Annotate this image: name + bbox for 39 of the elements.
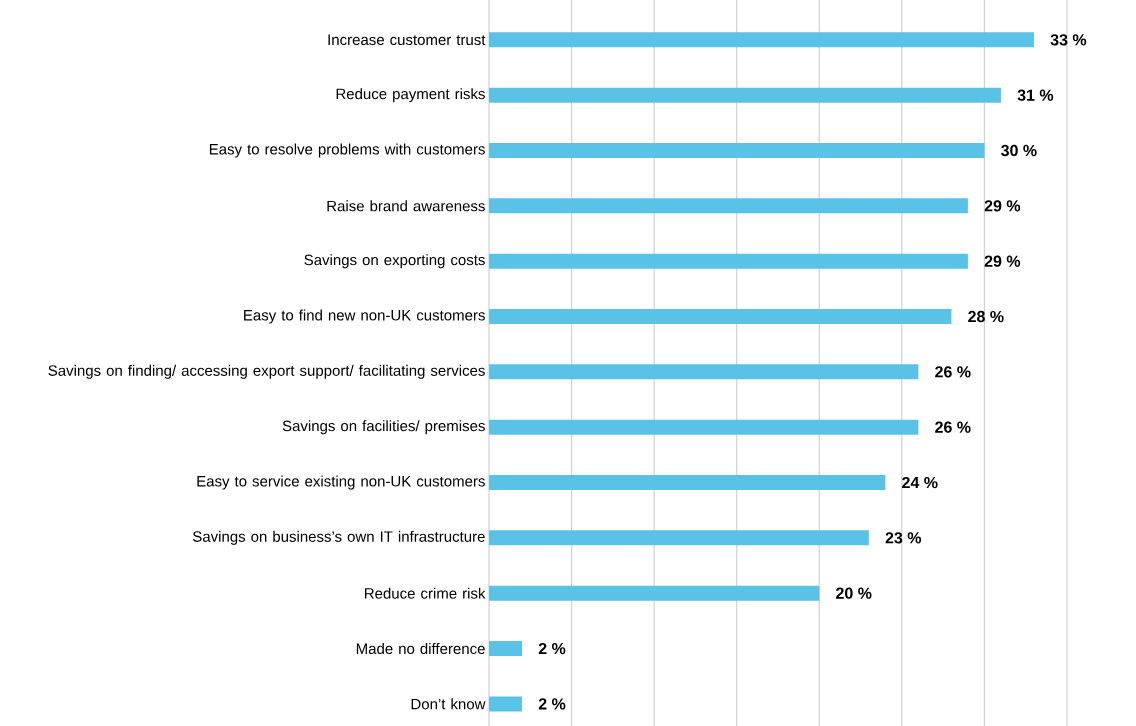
data-label: 26 %: [935, 421, 971, 433]
y-tick-label: Reduce payment risks: [336, 88, 485, 103]
data-label: 20 %: [836, 587, 872, 599]
data-label: 23 %: [885, 532, 922, 544]
y-tick-label: Easy to service existing non-UK customers: [197, 475, 485, 490]
bar: [489, 87, 1001, 103]
data-label: 24 %: [902, 476, 938, 489]
bar: [489, 32, 1034, 48]
data-label: 33 %: [1050, 34, 1087, 46]
data-label: 26 %: [935, 366, 971, 378]
bar: [489, 143, 985, 159]
data-label: 2 %: [538, 642, 566, 655]
y-tick-label: Raise brand awareness: [327, 200, 485, 212]
data-label: 29 %: [984, 255, 1021, 267]
data-label: 30 %: [1001, 144, 1037, 157]
bar: [489, 530, 869, 546]
bar: [489, 419, 919, 435]
y-tick-label: Increase customer trust: [328, 34, 486, 46]
y-tick-label: Savings on exporting costs: [304, 254, 485, 269]
y-tick-label: Savings on business’s own IT infrastructure: [192, 530, 485, 545]
bar: [489, 585, 820, 601]
y-tick-label: Savings on finding/ accessing export support/ facilitating services: [48, 364, 485, 379]
bar: [489, 641, 523, 657]
data-label: 31 %: [1017, 89, 1054, 101]
y-tick-label: Made no difference: [356, 643, 485, 655]
y-tick-label: Easy to find new non-UK customers: [244, 309, 485, 324]
data-label: 29 %: [984, 200, 1021, 212]
data-label: 28 %: [968, 310, 1004, 323]
bar: [489, 309, 952, 325]
y-tick-label: Savings on facilities/ premises: [282, 420, 485, 435]
data-label: 2 %: [538, 698, 566, 710]
bar: [489, 364, 919, 380]
bar: [489, 198, 968, 214]
y-tick-label: Reduce crime risk: [365, 587, 486, 599]
bar: [489, 696, 523, 712]
y-tick-label: Don’t know: [411, 698, 486, 710]
y-tick-label: Easy to resolve problems with customers: [209, 143, 485, 158]
bar: [489, 253, 968, 269]
bar: [489, 475, 886, 491]
